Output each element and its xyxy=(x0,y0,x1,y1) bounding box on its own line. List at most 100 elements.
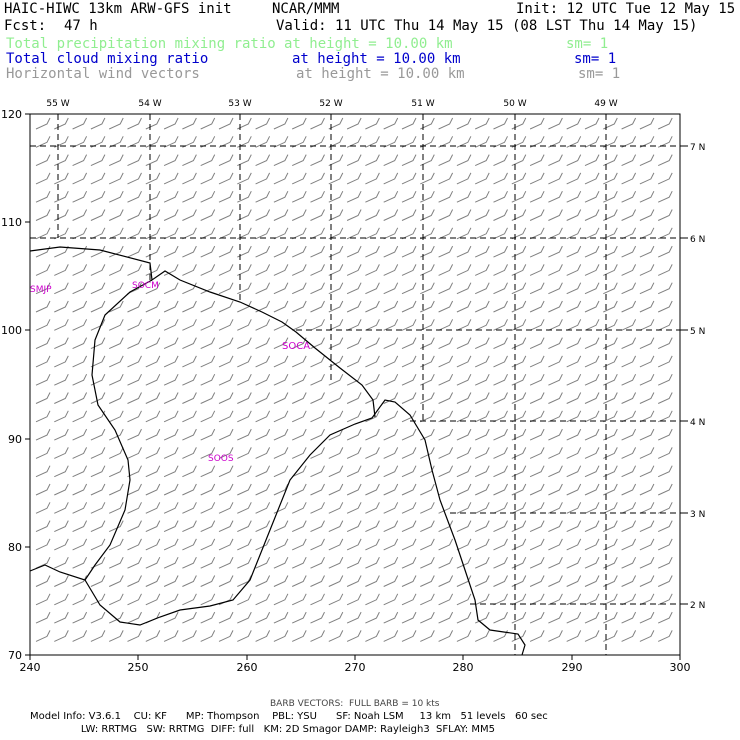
wind-barb xyxy=(310,245,325,258)
wind-barb xyxy=(657,447,673,459)
border-west xyxy=(84,279,153,581)
wind-barb xyxy=(237,556,252,569)
wind-barb xyxy=(35,264,51,276)
y-tick-label: 70 xyxy=(8,649,22,662)
wind-barb xyxy=(108,465,124,478)
wind-barb xyxy=(200,410,216,423)
wind-barb xyxy=(621,593,637,606)
wind-barb xyxy=(237,190,252,203)
wind-barb xyxy=(621,245,637,258)
wind-barb xyxy=(108,190,124,203)
wind-barb xyxy=(621,502,637,514)
wind-barb xyxy=(621,483,637,496)
wind-barb xyxy=(474,630,490,642)
wind-barb xyxy=(127,355,142,368)
wind-barb xyxy=(493,117,508,130)
wind-barb xyxy=(365,209,380,221)
wind-barb xyxy=(401,282,417,295)
wind-barb xyxy=(163,392,179,404)
wind-barb xyxy=(328,319,344,331)
wind-barb xyxy=(603,575,618,587)
wind-barb xyxy=(621,355,637,368)
wind-barb xyxy=(54,373,69,386)
wind-barb xyxy=(310,337,325,350)
wind-barb xyxy=(456,209,472,221)
wind-barb xyxy=(548,355,563,368)
wind-barb xyxy=(291,300,307,313)
wind-barb xyxy=(420,337,435,350)
wind-barb xyxy=(163,630,179,642)
wind-barb xyxy=(310,556,325,569)
wind-barb xyxy=(90,227,106,240)
wind-barb xyxy=(237,209,252,221)
wind-barb xyxy=(127,227,142,240)
wind-barb xyxy=(657,538,673,551)
wind-barb xyxy=(365,630,380,642)
wind-barb xyxy=(127,575,142,587)
wind-barb xyxy=(255,154,271,167)
wind-barb xyxy=(438,483,454,496)
wind-barb xyxy=(438,227,454,240)
wind-barb xyxy=(657,227,673,240)
wind-barb xyxy=(346,447,362,459)
wind-barb xyxy=(346,593,362,606)
wind-barb xyxy=(511,593,527,606)
wind-barb xyxy=(621,172,637,185)
wind-barb xyxy=(291,209,307,221)
wind-barb xyxy=(273,447,289,459)
y-tick-label: 100 xyxy=(1,324,22,337)
wind-barb xyxy=(548,556,563,569)
wind-barb xyxy=(584,392,600,404)
wind-barb xyxy=(35,190,51,203)
wind-barb xyxy=(529,538,545,551)
wind-barb xyxy=(474,264,490,276)
wind-barb xyxy=(420,593,435,606)
wind-barb xyxy=(548,428,563,441)
wind-barb xyxy=(420,117,435,130)
wind-barb xyxy=(657,502,673,514)
wind-barb xyxy=(657,483,673,496)
wind-barb xyxy=(365,319,380,331)
wind-barb xyxy=(291,117,307,130)
wind-barb xyxy=(548,245,563,258)
wind-barb xyxy=(657,630,673,642)
wind-barb xyxy=(255,465,271,478)
wind-barb xyxy=(218,575,234,587)
wind-barb xyxy=(657,392,673,404)
lon-label: 50 W xyxy=(503,99,526,109)
wind-barb xyxy=(365,282,380,295)
wind-barb xyxy=(90,245,106,258)
wind-barb xyxy=(548,410,563,423)
wind-barb xyxy=(584,630,600,642)
wind-barb xyxy=(639,611,655,624)
wind-barb xyxy=(474,373,490,386)
wind-barb xyxy=(493,593,508,606)
wind-barb xyxy=(603,245,618,258)
wind-barb xyxy=(639,245,655,258)
wind-barb xyxy=(639,227,655,240)
wind-barb xyxy=(108,373,124,386)
wind-barb xyxy=(54,593,69,606)
wind-barb xyxy=(54,227,69,240)
wind-barb xyxy=(310,154,325,167)
wind-barb xyxy=(566,392,582,404)
wind-barb xyxy=(511,282,527,295)
wind-barb xyxy=(145,447,161,459)
wind-barb xyxy=(603,319,618,331)
wind-barb xyxy=(35,319,51,331)
wind-barb xyxy=(35,373,51,386)
field-name-wind: Horizontal wind vectors xyxy=(6,66,200,82)
wind-barb xyxy=(511,117,527,130)
wind-barb xyxy=(474,483,490,496)
wind-barb xyxy=(108,264,124,276)
wind-barb xyxy=(639,300,655,313)
wind-barb xyxy=(383,300,399,313)
wind-barb xyxy=(584,447,600,459)
wind-barb xyxy=(218,154,234,167)
wind-barb xyxy=(401,428,417,441)
wind-barb xyxy=(621,264,637,276)
wind-barb xyxy=(273,337,289,350)
wind-barb xyxy=(273,227,289,240)
wind-barb xyxy=(383,392,399,404)
wind-barb xyxy=(584,520,600,533)
